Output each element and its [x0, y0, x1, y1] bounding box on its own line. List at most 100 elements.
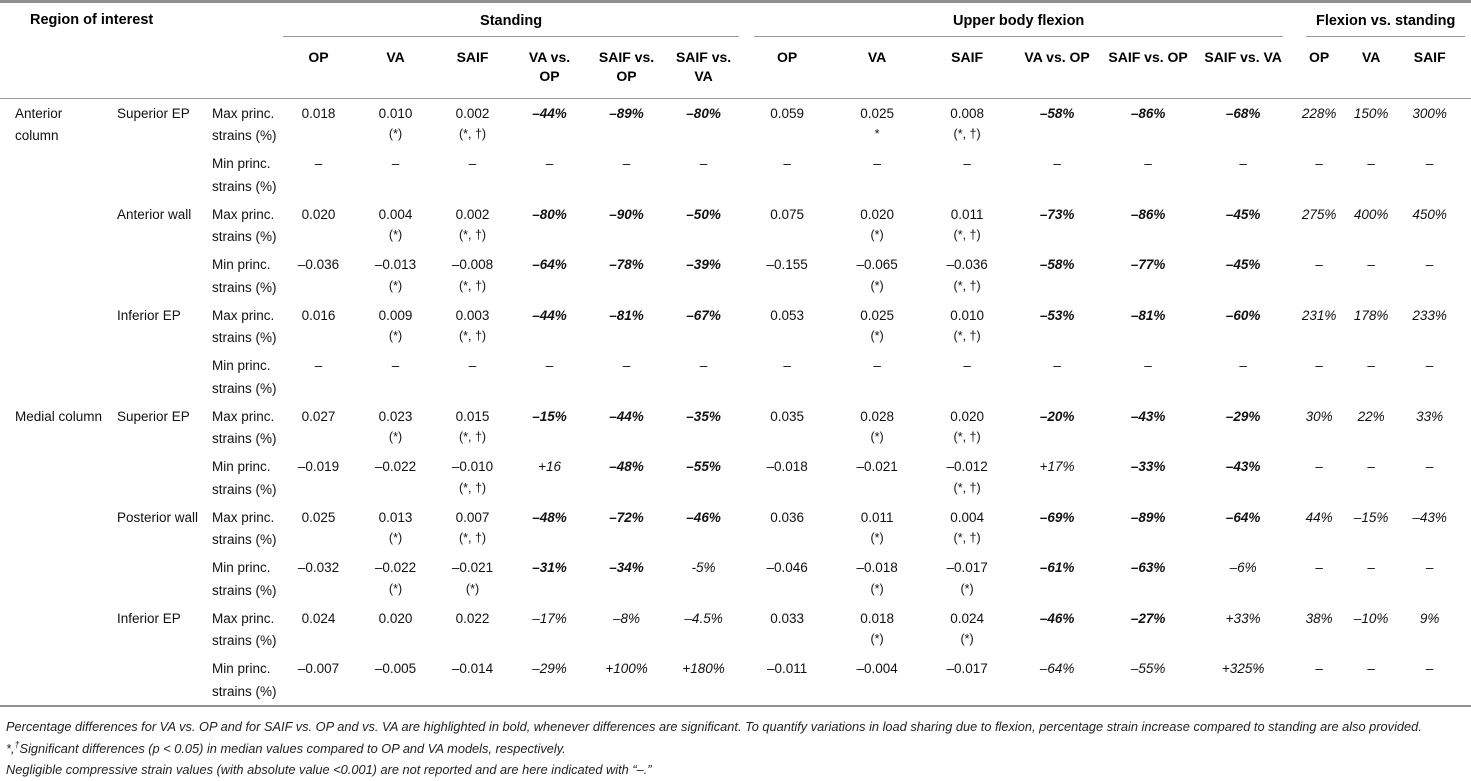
column-header: OP [742, 37, 833, 99]
significance-note: (*) [388, 127, 403, 141]
measure-label: Min princ. strains (%) [212, 257, 277, 295]
value-cell: –34% [588, 554, 665, 605]
cell-value: – [699, 358, 708, 373]
value-cell: 0.010 (*) [357, 99, 434, 150]
cell-value: 0.002 [455, 105, 490, 121]
column-header: VA vs. OP [1012, 37, 1103, 99]
cell-value: – [699, 156, 708, 171]
value-cell: –0.007 [280, 655, 357, 707]
cell-value: 0.075 [770, 206, 804, 222]
value-cell: –6% [1194, 554, 1292, 605]
cell-value: – [1367, 257, 1375, 272]
cell-value: 150% [1353, 105, 1389, 121]
cell-value: – [1367, 358, 1375, 373]
measure-label: Min princ. strains (%) [212, 358, 277, 396]
cell-value: –0.007 [297, 661, 340, 676]
value-cell: –39% [665, 251, 742, 302]
cell-value: – [1367, 156, 1375, 171]
value-cell: –53% [1012, 301, 1102, 352]
value-cell: – [1194, 150, 1292, 201]
value-cell: – [280, 150, 357, 201]
footnote-negligible-values: Negligible compressive strain values (wi… [6, 762, 652, 777]
cell-value: –0.017 [946, 661, 988, 676]
significance-note: (*, †) [953, 430, 981, 444]
value-cell: –17% [511, 604, 588, 655]
value-cell: –50% [665, 200, 742, 251]
group-header-flexion: Upper body flexion [742, 2, 1292, 37]
value-cell: –8% [588, 604, 665, 655]
table-row: Inferior EP Max princ. strains (%) 0.024 0.… [0, 604, 1471, 655]
measure-label: Max princ. strains (%) [212, 206, 277, 245]
subheader-row: OP VA SAIF VA vs. OP SAIF vs. OP SAIF vs. VA O… [0, 37, 1471, 99]
cell-value: – [1239, 358, 1247, 373]
cell-value: 0.007 [455, 509, 490, 525]
footnote-bold-explanation: Percentage differences for VA vs. OP and… [6, 719, 1422, 734]
cell-value: -5% [691, 560, 716, 575]
value-cell: 0.053 [742, 301, 832, 352]
value-cell: – [434, 150, 511, 201]
cell-value: 0.053 [770, 307, 804, 323]
value-cell: 0.003 (*, †) [434, 301, 511, 352]
value-cell: –0.019 [280, 453, 357, 504]
cell-value: –39% [686, 257, 721, 272]
value-cell: – [1396, 453, 1471, 504]
group-label-flexion: Upper body flexion [754, 13, 1284, 37]
cell-value: 0.013 [378, 509, 413, 525]
cell-value: –43% [1412, 509, 1447, 525]
value-cell: +325% [1194, 655, 1292, 707]
footnote-dagger-marker: † [14, 739, 20, 750]
cell-value: –0.012 [946, 459, 988, 474]
value-cell: –0.021 (*) [434, 554, 511, 605]
cell-value: –33% [1130, 459, 1166, 474]
cell-value: – [1315, 661, 1323, 676]
value-cell: – [1346, 251, 1396, 302]
cell-value: –8% [613, 610, 641, 626]
group-header-standing: Standing [280, 2, 742, 37]
value-cell: –80% [665, 99, 742, 150]
table-row: Medial column Superior EP Max princ. strai… [0, 402, 1471, 453]
value-cell: 0.020 [357, 604, 434, 655]
cell-value: 9% [1419, 610, 1440, 626]
cell-value: –0.046 [766, 560, 808, 575]
cell-value: 22% [1357, 408, 1385, 424]
value-cell: 38% [1292, 604, 1346, 655]
value-cell: 450% [1396, 200, 1471, 251]
value-cell: 228% [1292, 99, 1346, 150]
value-cell: – [922, 352, 1012, 403]
value-cell: –86% [1102, 200, 1194, 251]
measure-label: Min princ. strains (%) [212, 661, 277, 699]
cell-value: –0.004 [856, 661, 898, 676]
cell-value: 0.020 [301, 206, 336, 222]
column-header: VA vs. OP [511, 37, 589, 99]
value-cell: 9% [1396, 604, 1471, 655]
value-cell: –64% [1194, 503, 1292, 554]
measure-label: Max princ. strains (%) [212, 105, 277, 144]
cell-value: 300% [1412, 105, 1447, 121]
cell-value: –27% [1130, 610, 1166, 626]
cell-value: 450% [1412, 206, 1447, 222]
value-cell: – [742, 150, 832, 201]
value-cell: – [1292, 251, 1346, 302]
value-cell: –69% [1012, 503, 1102, 554]
cell-value: 0.022 [455, 610, 490, 626]
cell-value: –86% [1130, 105, 1166, 121]
value-cell: – [357, 352, 434, 403]
value-cell: – [1292, 453, 1346, 504]
value-cell: 44% [1292, 503, 1346, 554]
cell-value: –15% [1353, 509, 1389, 525]
value-cell: 0.013 (*) [357, 503, 434, 554]
subregion-cell: Anterior wall [117, 206, 192, 222]
value-cell: – [832, 150, 922, 201]
measure-label: Min princ. strains (%) [212, 560, 277, 598]
cell-value: – [1367, 459, 1375, 474]
cell-value: –0.005 [374, 661, 417, 676]
cell-value: –80% [686, 105, 721, 121]
value-cell: 231% [1292, 301, 1346, 352]
cell-value: 0.028 [860, 408, 894, 424]
cell-value: 0.008 [950, 105, 984, 121]
cell-value: – [622, 358, 631, 373]
value-cell: –0.012 (*, †) [922, 453, 1012, 504]
value-cell: – [1012, 352, 1102, 403]
value-cell: 0.020 (*) [832, 200, 922, 251]
cell-value: 275% [1301, 206, 1337, 222]
